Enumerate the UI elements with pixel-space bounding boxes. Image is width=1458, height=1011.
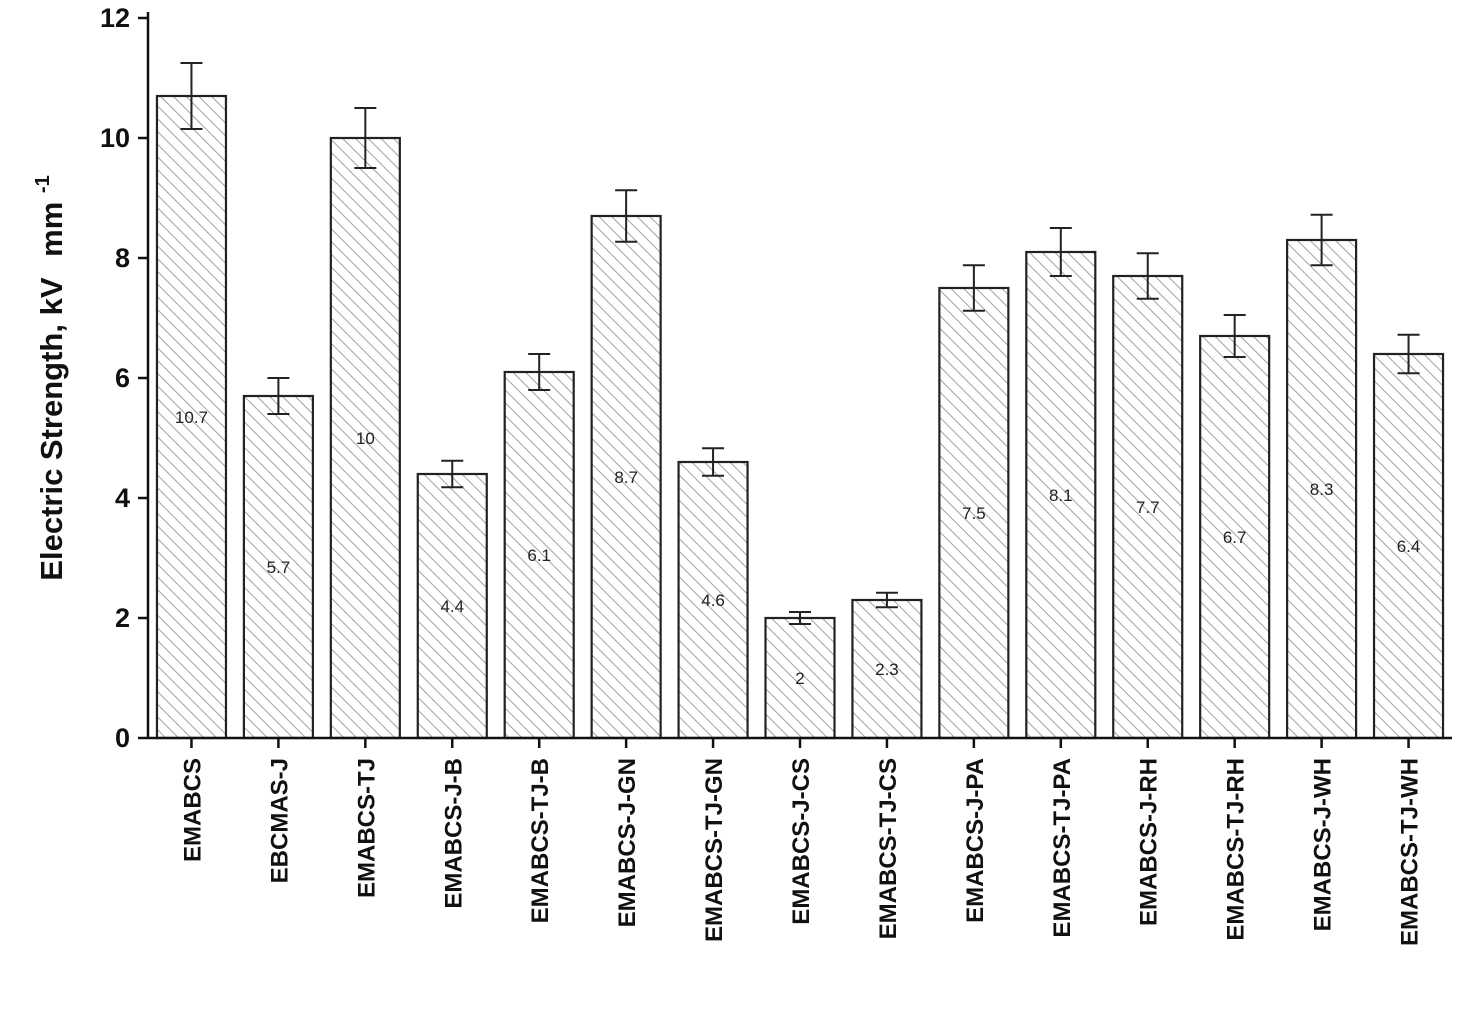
error-bar: [528, 353, 551, 391]
x-tick-label: EMABCS-TJ-WH: [1397, 758, 1424, 946]
error-bar: [354, 107, 377, 169]
bar-labels-layer: 10.7 5.7 10 4.4 6.1 8.7 4.6 2 2.3 7.5 8.1 7.7 6.7 8.3…: [175, 408, 1420, 688]
bar: [590, 214, 662, 740]
bar-value-label: 10: [356, 429, 375, 448]
y-axis-title-unit: mm: [34, 202, 69, 257]
error-bar: [615, 189, 638, 243]
bar: [1025, 250, 1097, 740]
y-tick-label: 10: [100, 123, 130, 153]
y-tick-label: 8: [115, 243, 130, 273]
error-bar: [1049, 227, 1072, 277]
bar-value-label: 7.7: [1136, 498, 1160, 517]
bar: [764, 616, 836, 740]
error-bar: [1397, 333, 1420, 375]
bar-value-label: 5.7: [267, 558, 291, 577]
bar-value-label: 6.4: [1397, 537, 1421, 556]
bar: [1112, 274, 1184, 740]
bar: [155, 94, 228, 740]
bars-layer: [155, 94, 1445, 740]
x-tick-label: EMABCS-J-WH: [1310, 758, 1337, 931]
y-tick-label: 0: [115, 723, 130, 753]
bar: [242, 394, 314, 740]
x-tick-label: EMABCS-J-GN: [614, 758, 641, 927]
y-tick-label: 4: [115, 483, 130, 513]
error-bar: [875, 591, 898, 609]
y-tick-label: 6: [115, 363, 130, 393]
error-bar: [702, 447, 725, 477]
bar: [938, 286, 1010, 740]
error-bar: [1310, 213, 1333, 267]
error-bar: [180, 62, 203, 130]
y-ticks-layer: 0 2 4 6 8 10 12: [100, 3, 148, 753]
bar-value-label: 2.3: [875, 660, 899, 679]
bar-value-label: 8.3: [1310, 480, 1334, 499]
error-bar: [1223, 314, 1246, 358]
error-bar: [441, 459, 464, 489]
error-bars-layer: [180, 62, 1420, 625]
x-tick-label: EMABCS-TJ: [353, 758, 380, 898]
bar: [416, 472, 488, 740]
bar-value-label: 2: [795, 669, 804, 688]
error-bar: [789, 611, 811, 625]
error-bar: [962, 264, 985, 312]
x-tick-label: EMABCS-J-RH: [1136, 758, 1163, 926]
error-bar: [267, 377, 290, 415]
x-tick-label: EMABCS-TJ-GN: [701, 758, 728, 942]
x-tick-label: EBCMAS-J: [266, 758, 293, 883]
x-tick-label: EMABCS-TJ-B: [527, 758, 554, 923]
bar-value-label: 6.1: [527, 546, 551, 565]
x-tick-label: EMABCS-TJ-CS: [875, 758, 902, 939]
x-tick-label: EMABCS: [179, 758, 206, 862]
y-axis-title-exponent: -1: [32, 175, 54, 193]
bar-value-label: 4.6: [701, 591, 725, 610]
bar-value-label: 10.7: [175, 408, 208, 427]
y-axis-title-main: Electric Strength, kV: [34, 277, 69, 581]
error-bar: [1136, 252, 1159, 300]
bar-value-label: 7.5: [962, 504, 986, 523]
x-tick-label: EMABCS-TJ-RH: [1223, 758, 1250, 941]
x-tick-label: EMABCS-TJ-PA: [1049, 758, 1076, 938]
x-tick-label: EMABCS-J-PA: [962, 758, 989, 923]
x-ticks-layer: EMABCS EBCMAS-J EMABCS-TJ EMABCS-J-B EMABCS-…: [179, 738, 1424, 946]
bar-value-label: 8.7: [614, 468, 638, 487]
x-tick-label: EMABCS-J-CS: [788, 758, 815, 925]
y-tick-label: 2: [115, 603, 130, 633]
y-tick-label: 12: [100, 3, 130, 33]
bar-value-label: 4.4: [440, 597, 464, 616]
x-tick-label: EMABCS-J-B: [440, 758, 467, 909]
y-axis-title: Electric Strength, kV mm -1: [32, 175, 69, 580]
bar-value-label: 6.7: [1223, 528, 1247, 547]
bar-value-label: 8.1: [1049, 486, 1073, 505]
